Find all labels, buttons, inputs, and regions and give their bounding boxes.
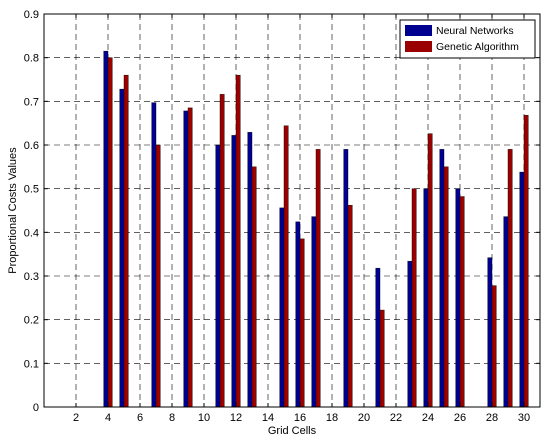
bar-genetic-algorithm (251, 166, 257, 408)
bar-neural-networks (295, 221, 301, 408)
bar-genetic-algorithm (107, 57, 113, 408)
bar-neural-networks (183, 110, 189, 408)
y-tick-label: 0.2 (24, 315, 39, 327)
bar-genetic-algorithm (187, 107, 193, 408)
bar-genetic-algorithm (123, 74, 129, 408)
bar-neural-networks (343, 149, 349, 408)
y-tick-label: 0.6 (24, 140, 39, 152)
legend-swatch-genetic-algorithm (405, 41, 432, 52)
bar-neural-networks (311, 216, 317, 408)
bar-neural-networks (215, 144, 221, 408)
bar-neural-networks (151, 102, 157, 408)
x-axis-label: Grid Cells (268, 425, 317, 437)
bar-neural-networks (231, 135, 237, 408)
bar-genetic-algorithm (155, 144, 161, 408)
bar-genetic-algorithm (459, 196, 465, 408)
bar-neural-networks (103, 50, 109, 408)
bar-neural-networks (519, 171, 525, 408)
bars (103, 50, 529, 408)
bar-neural-networks (279, 207, 285, 408)
x-tick-label: 24 (422, 412, 434, 424)
bar-genetic-algorithm (235, 74, 241, 408)
legend-label-neural-networks: Neural Networks (436, 25, 514, 37)
x-tick-label: 10 (198, 412, 210, 424)
y-tick-label: 0.1 (24, 358, 39, 370)
x-tick-label: 2 (73, 412, 79, 424)
bar-neural-networks (119, 88, 125, 408)
y-tick-label: 0.4 (24, 227, 39, 239)
bar-genetic-algorithm (219, 94, 225, 408)
bar-neural-networks (455, 188, 461, 408)
bar-neural-networks (247, 132, 253, 408)
bar-genetic-algorithm (379, 309, 385, 408)
tick-labels: 2 4 6 8 10 12 14 16 18 20 22 24 26 28 3000.10.20.30.40… (24, 9, 540, 424)
x-tick-label: 4 (105, 412, 111, 424)
bar-genetic-algorithm (347, 205, 353, 408)
bar-genetic-algorithm (283, 125, 289, 408)
plot-frame (43, 13, 541, 408)
y-tick-label: 0 (33, 402, 39, 414)
x-tick-label: 28 (486, 412, 498, 424)
bar-genetic-algorithm (491, 285, 497, 408)
bar-neural-networks (423, 188, 429, 408)
x-tick-label: 6 (137, 412, 143, 424)
bar-genetic-algorithm (427, 133, 433, 408)
bar-genetic-algorithm (443, 166, 449, 408)
bar-genetic-algorithm (315, 149, 321, 408)
bar-genetic-algorithm (523, 115, 529, 408)
y-tick-label: 0.3 (24, 271, 39, 283)
y-tick-label: 0.5 (24, 184, 39, 196)
x-tick-label: 16 (294, 412, 306, 424)
x-tick-label: 8 (169, 412, 175, 424)
bar-genetic-algorithm (507, 149, 513, 408)
x-tick-label: 18 (326, 412, 338, 424)
y-tick-label: 0.7 (24, 96, 39, 108)
bar-neural-networks (503, 216, 509, 408)
x-tick-label: 14 (262, 412, 274, 424)
x-tick-label: 20 (358, 412, 370, 424)
legend: Neural Networks Genetic Algorithm (399, 19, 536, 59)
legend-label-genetic-algorithm: Genetic Algorithm (436, 41, 519, 53)
bar-genetic-algorithm (411, 188, 417, 408)
y-tick-label: 0.9 (24, 9, 39, 21)
bar-neural-networks (439, 149, 445, 408)
bar-neural-networks (487, 257, 493, 408)
x-tick-label: 12 (230, 412, 242, 424)
bar-neural-networks (407, 260, 413, 408)
x-tick-label: 30 (518, 412, 530, 424)
x-tick-label: 26 (454, 412, 466, 424)
bar-neural-networks (375, 267, 381, 408)
y-tick-label: 0.8 (24, 53, 39, 65)
legend-swatch-neural-networks (405, 25, 432, 36)
x-tick-label: 22 (390, 412, 402, 424)
y-axis-label: Proportional Costs Values (7, 147, 19, 274)
bar-genetic-algorithm (299, 238, 305, 408)
grid-lines (44, 14, 540, 407)
